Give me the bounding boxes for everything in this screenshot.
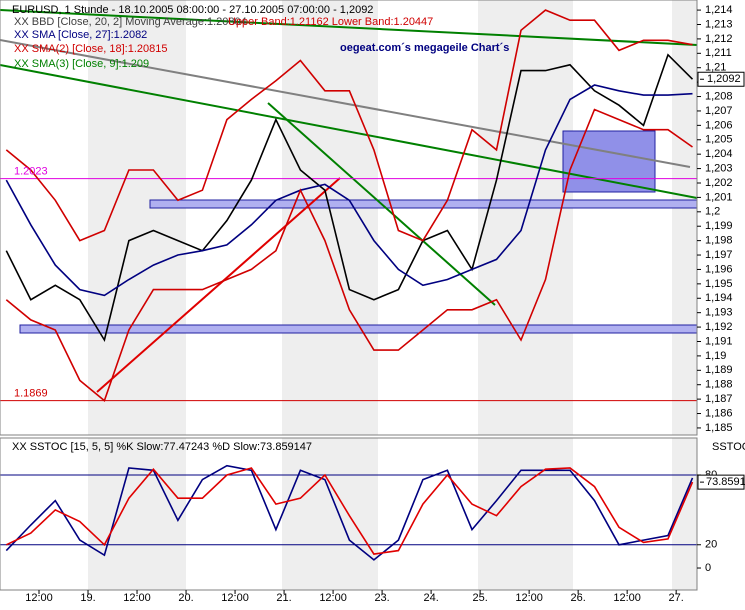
- y-tick-label: 1,197: [705, 249, 733, 261]
- y-tick-label: 1,186: [705, 407, 733, 419]
- x-tick-label: 25.: [472, 592, 487, 604]
- y-tick-label: 1,19: [705, 350, 726, 362]
- y-tick-label: 1,2: [705, 206, 720, 218]
- price-frame: [0, 0, 698, 436]
- marks: [0, 9, 697, 561]
- y-tick-label: 1,189: [705, 364, 733, 376]
- x-tick-label: 12:00: [515, 592, 543, 604]
- y-tick-label: 1,213: [705, 18, 733, 30]
- y-tick-label: 1,21: [705, 62, 726, 74]
- y-tick-label: 1,196: [705, 263, 733, 275]
- series-line: [5, 9, 693, 242]
- x-tick-label: 12:00: [319, 592, 347, 604]
- x-tick-label: 12:00: [123, 592, 151, 604]
- legend-entry: XX SMA(3) [Close, 9]:1.209: [14, 58, 149, 70]
- last-value-box: [697, 474, 745, 490]
- x-tick-label: 20.: [178, 592, 193, 604]
- stoch-frame: [0, 437, 698, 591]
- y-tick-label: 1,203: [705, 162, 733, 174]
- legend-entry: XX SMA [Close, 27]:1.2082: [14, 29, 147, 41]
- series-line: [5, 467, 694, 555]
- x-tick-label: 19.: [80, 592, 95, 604]
- y-tick-label: 1,198: [705, 235, 733, 247]
- y-tick-label: 1,212: [705, 33, 733, 45]
- x-tick-label: 26.: [570, 592, 585, 604]
- y-tick-label: 1,206: [705, 119, 733, 131]
- legend-entry: XX BBD [Close, 20, 2] Moving Average:1.2…: [14, 16, 247, 28]
- drawings: [0, 9, 698, 393]
- y-tick-label: 1,191: [705, 335, 733, 347]
- y-tick-label: 1,202: [705, 177, 733, 189]
- y-tick-label: 1,188: [705, 379, 733, 391]
- stoch-axis-title: SSTOC: [712, 441, 745, 453]
- x-tick-label: 24.: [423, 592, 438, 604]
- series-line: [5, 84, 693, 297]
- x-tick-label: 12:00: [221, 592, 249, 604]
- y-tick-label: 1,201: [705, 191, 733, 203]
- horizontal-line-label: 1.1869: [14, 387, 48, 399]
- y-tick-label: 1,195: [705, 278, 733, 290]
- y-tick-label: 1,204: [705, 148, 733, 160]
- y-tick-label: 1,193: [705, 307, 733, 319]
- y-tick-label: 1,205: [705, 134, 733, 146]
- series-line: [5, 108, 693, 402]
- y-tick-label: 1,211: [705, 47, 732, 59]
- y-tick-label: 0: [705, 562, 711, 574]
- annotation: oegeat.com´s megageile Chart´s: [340, 42, 509, 54]
- series-line: [5, 464, 694, 561]
- legend-entry: Upper Band:1.21162 Lower Band:1.20447: [228, 16, 433, 28]
- y-tick-label: 1,214: [705, 4, 733, 16]
- x-tick-label: 12:00: [25, 592, 53, 604]
- y-tick-label: 1,208: [705, 90, 733, 102]
- last-value-box: [697, 71, 745, 87]
- y-tick-label: 1,192: [705, 321, 733, 333]
- series-line: [5, 53, 694, 343]
- x-tick-label: 27.: [669, 592, 684, 604]
- y-tick-label: 1,207: [705, 105, 733, 117]
- y-tick-label: 1,194: [705, 292, 733, 304]
- day-shading: [88, 0, 697, 590]
- chart-title: EURUSD, 1 Stunde - 18.10.2005 08:00:00 -…: [12, 4, 373, 16]
- horizontal-line-label: 1.2023: [14, 166, 48, 178]
- x-tick-label: 12:00: [613, 592, 641, 604]
- legend-entry: XX SMA(2) [Close, 18]:1.20815: [14, 43, 167, 55]
- y-tick-label: 1,187: [705, 393, 733, 405]
- x-tick-label: 23.: [374, 592, 389, 604]
- y-tick-label: 1,199: [705, 220, 733, 232]
- x-tick-label: 21.: [276, 592, 291, 604]
- y-tick-label: 20: [705, 539, 717, 551]
- y-tick-label: 1,185: [705, 422, 733, 434]
- stoch-title: XX SSTOC [15, 5, 5] %K Slow:77.47243 %D …: [12, 441, 312, 453]
- last-value-label: 1,2092: [707, 73, 741, 85]
- last-value-label: 73.8591: [706, 476, 745, 488]
